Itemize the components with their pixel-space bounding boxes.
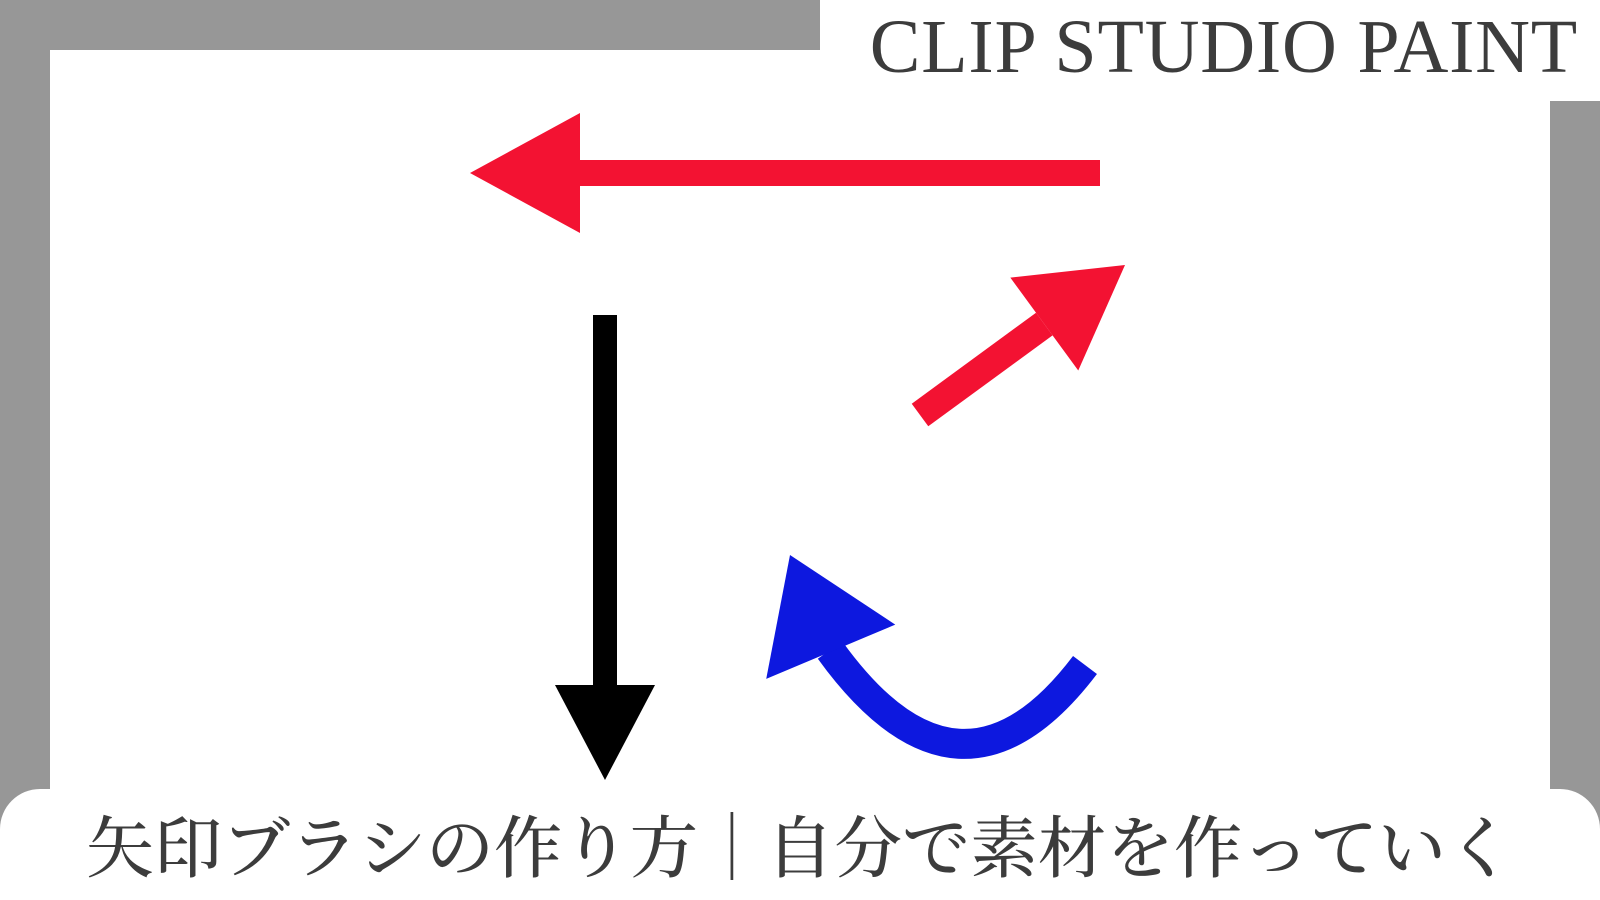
canvas-area <box>50 50 1550 850</box>
tutorial-caption: 矢印ブラシの作り方｜自分で素材を作っていく <box>86 795 1514 892</box>
stage: CLIP STUDIO PAINT 矢印ブラシの作り方｜自分で素材を作っていく <box>0 0 1600 900</box>
caption-banner: 矢印ブラシの作り方｜自分で素材を作っていく <box>0 789 1600 900</box>
app-title: CLIP STUDIO PAINT <box>870 5 1578 89</box>
title-banner: CLIP STUDIO PAINT <box>820 0 1600 101</box>
